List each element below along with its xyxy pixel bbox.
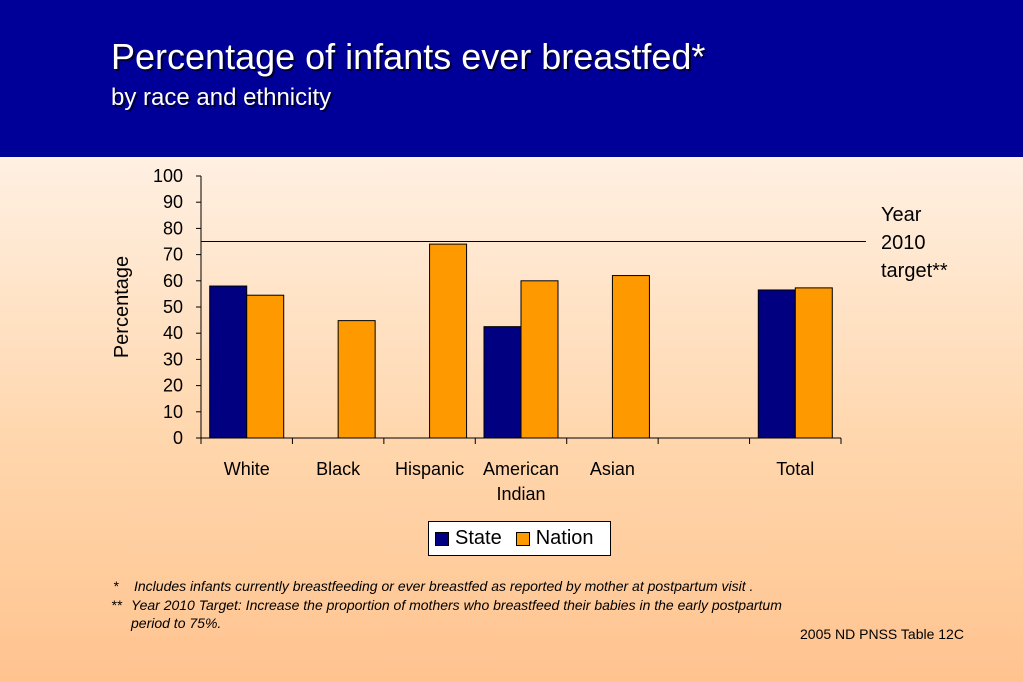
header-band: Percentage of infants ever breastfed* by… — [0, 0, 1023, 157]
page-subtitle: by race and ethnicity — [111, 84, 332, 111]
bar-nation — [611, 275, 650, 439]
y-tick-label: 100 — [153, 166, 183, 186]
y-tick-label: 20 — [163, 376, 183, 396]
chart-legend: State Nation — [428, 521, 611, 556]
y-tick-label: 40 — [163, 323, 183, 343]
y-tick-label: 90 — [163, 192, 183, 212]
bar-state — [483, 326, 522, 439]
target-label: Year 2010 target** — [881, 201, 948, 285]
x-tick-label: Indian — [496, 484, 545, 504]
footnote-2: Year 2010 Target: Increase the proportio… — [131, 597, 782, 613]
bar-nation — [794, 287, 833, 439]
source-note: 2005 ND PNSS Table 12C — [800, 626, 964, 642]
x-tick-label: Total — [776, 459, 814, 479]
page-title: Percentage of infants ever breastfed* — [111, 36, 706, 77]
bar-nation — [429, 243, 468, 439]
target-label-line: target** — [881, 260, 948, 282]
legend-swatch-state — [435, 531, 449, 546]
y-tick-label: 80 — [163, 218, 183, 238]
y-tick-label: 30 — [163, 349, 183, 369]
legend-label-nation: Nation — [535, 527, 594, 549]
footnote-1-marker: * — [113, 578, 119, 594]
bar-nation — [246, 294, 285, 439]
y-tick-label: 0 — [173, 428, 183, 448]
y-axis-label: Percentage — [111, 256, 133, 358]
chart-labels: 0 10 20 30 40 50 60 70 80 90 100 Percentage White Bla… — [111, 166, 814, 504]
footnote-2-continued: period to 75%. — [131, 615, 222, 631]
y-tick-label: 70 — [163, 245, 183, 265]
legend-label-state: State — [455, 527, 502, 549]
x-tick-label: Hispanic — [395, 459, 464, 479]
y-tick-label: 60 — [163, 271, 183, 291]
target-label-line: Year — [881, 204, 922, 226]
y-tick-label: 10 — [163, 402, 183, 422]
bar-nation — [520, 280, 559, 439]
bar-state — [209, 285, 248, 439]
x-tick-label: Black — [316, 459, 361, 479]
x-tick-label: Asian — [590, 459, 635, 479]
legend-swatch-nation — [515, 531, 530, 546]
footnote-2-marker: ** — [111, 597, 122, 613]
x-tick-label: American — [483, 459, 559, 479]
footnote-1: Includes infants currently breastfeeding… — [134, 578, 754, 594]
bar-state — [757, 289, 796, 439]
chart-bars — [209, 243, 833, 439]
target-label-line: 2010 — [881, 232, 926, 254]
x-tick-label: White — [224, 459, 270, 479]
y-tick-label: 50 — [163, 297, 183, 317]
bar-nation — [337, 320, 376, 439]
